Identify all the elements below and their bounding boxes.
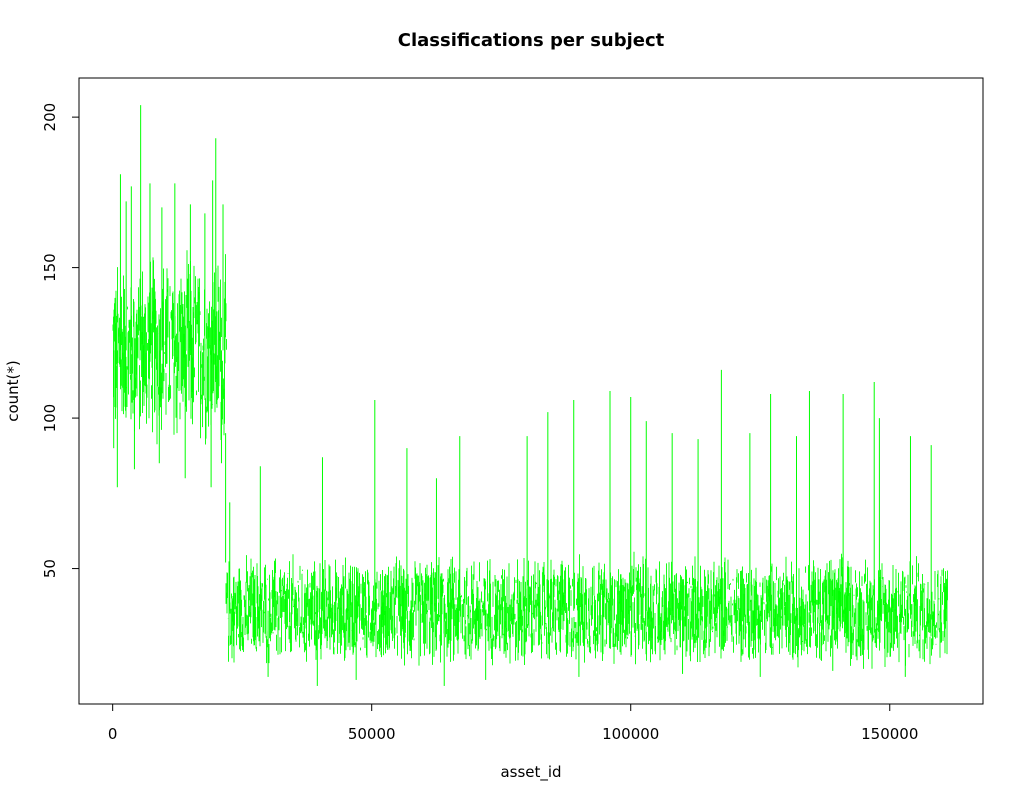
y-axis-label: count(*) [4,360,22,422]
y-axis: 50 100 150 200 [41,103,80,578]
y-tick-label: 200 [41,103,59,132]
y-tick-label: 150 [41,253,59,282]
series-line-segment-1 [112,250,227,445]
x-tick-label: 0 [108,725,118,743]
x-tick-label: 100000 [602,725,659,743]
y-tick-label: 100 [41,404,59,433]
x-tick-label: 50000 [348,725,396,743]
x-axis-label: asset_id [500,763,561,782]
data-layer [112,105,948,686]
series-line-segment-2 [225,551,948,669]
x-tick-label: 150000 [861,725,918,743]
chart-title: Classifications per subject [398,30,665,51]
x-axis: 0 50000 100000 150000 [108,703,918,743]
y-tick-label: 50 [41,559,59,578]
